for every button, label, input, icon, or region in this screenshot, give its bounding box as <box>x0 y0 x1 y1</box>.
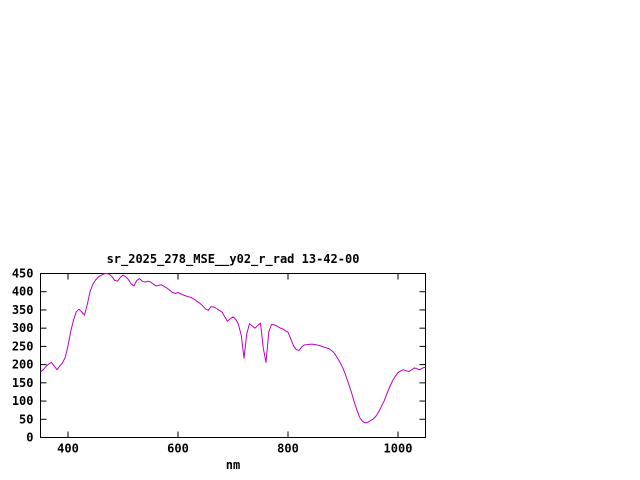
x-tick-label: 800 <box>277 442 299 456</box>
y-tick-label: 400 <box>12 285 34 299</box>
y-tick-label: 300 <box>12 321 34 335</box>
x-axis-label: nm <box>226 458 240 472</box>
y-tick-label: 150 <box>12 376 34 390</box>
y-tick-label: 50 <box>19 412 33 426</box>
chart-title: sr_2025_278_MSE__y02_r_rad 13-42-00 <box>107 252 360 267</box>
y-tick-label: 0 <box>26 431 33 445</box>
plot-border <box>40 273 426 438</box>
x-tick-label: 1000 <box>384 442 413 456</box>
y-tick-label: 250 <box>12 339 34 353</box>
data-line <box>40 273 426 424</box>
y-tick-label: 450 <box>12 267 34 281</box>
y-tick-label: 100 <box>12 394 34 408</box>
x-tick-label: 600 <box>167 442 189 456</box>
y-tick-label: 200 <box>12 358 34 372</box>
y-tick-label: 350 <box>12 303 34 317</box>
x-tick-label: 400 <box>57 442 79 456</box>
